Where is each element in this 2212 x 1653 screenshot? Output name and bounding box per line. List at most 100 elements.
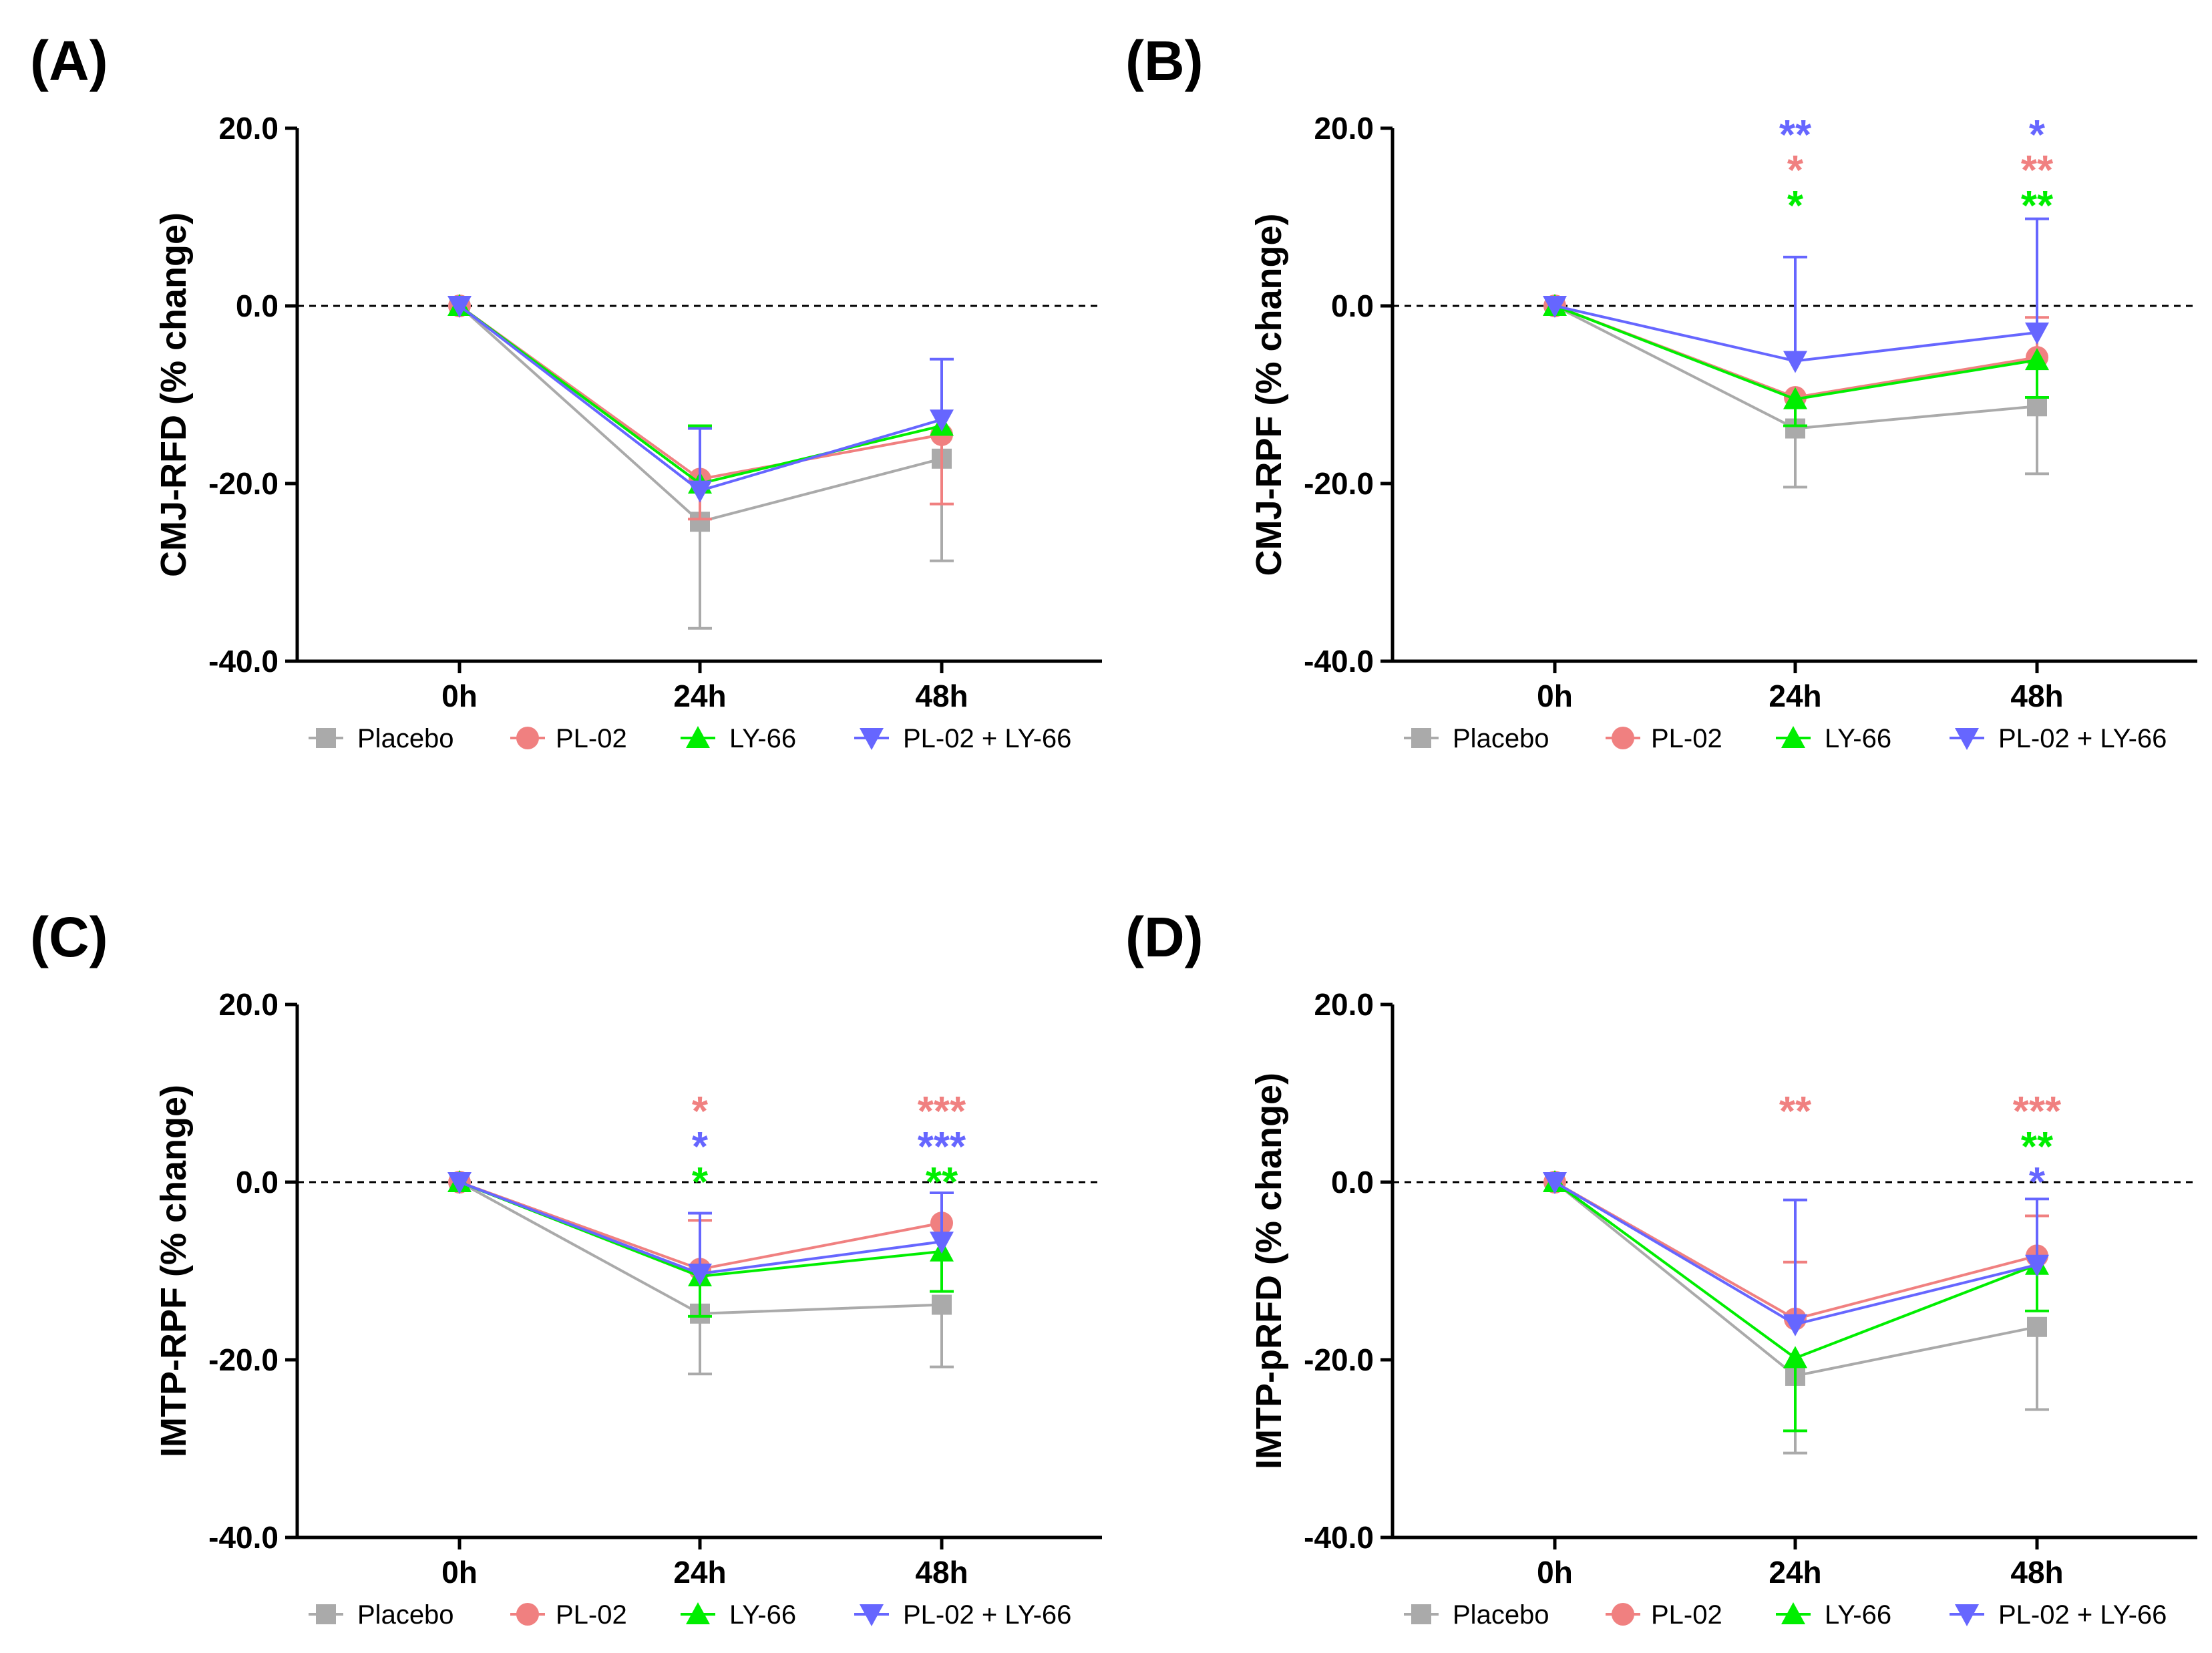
- data-point: [1783, 1346, 1807, 1368]
- legend-label: LY-66: [1825, 1600, 1891, 1630]
- legend-marker: [860, 1604, 884, 1626]
- series-pl-02-ly-66: [1543, 217, 2049, 373]
- y-tick-label: 0.0: [236, 289, 279, 323]
- legend-item: Placebo: [1404, 1600, 1549, 1630]
- legend-item: Placebo: [309, 724, 454, 753]
- significance-marker: ***: [918, 1089, 966, 1135]
- y-axis-label: IMTP-RPF (% change): [154, 1085, 194, 1457]
- y-tick-label: 20.0: [218, 111, 279, 146]
- x-tick-label: 24h: [673, 1555, 726, 1590]
- data-point: [930, 409, 954, 432]
- x-tick-label: 24h: [673, 679, 726, 713]
- legend-label: PL-02 + LY-66: [1998, 1600, 2167, 1630]
- legend-label: PL-02: [556, 724, 627, 753]
- significance-marker: *: [1787, 148, 1804, 194]
- legend-label: LY-66: [1825, 724, 1891, 753]
- legend-marker: [316, 1604, 336, 1624]
- legend-label: PL-02: [556, 1600, 627, 1630]
- legend-item: PL-02: [1606, 1600, 1722, 1630]
- legend-item: PL-02 + LY-66: [854, 724, 1071, 753]
- y-tick-label: -40.0: [208, 1520, 279, 1555]
- y-tick-label: -40.0: [208, 644, 279, 679]
- legend-label: Placebo: [357, 1600, 454, 1630]
- y-axis-label: IMTP-pRFD (% change): [1249, 1073, 1289, 1469]
- legend-item: LY-66: [681, 724, 796, 753]
- significance-marker: *: [1787, 183, 1804, 229]
- y-axis-label: CMJ-RFD (% change): [154, 212, 194, 577]
- legend-marker: [516, 727, 539, 749]
- legend-marker: [1411, 728, 1431, 748]
- legend-item: Placebo: [1404, 724, 1549, 753]
- significance-marker: **: [2021, 1124, 2054, 1170]
- legend-label: PL-02: [1651, 1600, 1722, 1630]
- legend-item: PL-02: [510, 1600, 627, 1630]
- legend-label: Placebo: [357, 724, 454, 753]
- significance-marker: *: [692, 1124, 709, 1170]
- x-tick-label: 0h: [1537, 679, 1573, 713]
- chart-panel-1: (A) 20.0 0.0 -20.0 -40.0 0h 24h 48h CMJ-RFD (% c…: [30, 29, 1102, 753]
- series-pl-02-ly-66: [447, 1172, 954, 1286]
- legend-item: LY-66: [681, 1600, 796, 1630]
- legend-item: PL-02: [510, 724, 627, 753]
- legend-item: LY-66: [1776, 1600, 1891, 1630]
- significance-marker: *: [2029, 1159, 2046, 1206]
- legend-item: PL-02: [1606, 724, 1722, 753]
- legend-label: Placebo: [1453, 724, 1549, 753]
- legend-label: PL-02 + LY-66: [903, 724, 1071, 753]
- x-tick-label: 48h: [2010, 679, 2063, 713]
- legend-marker: [1781, 1602, 1805, 1624]
- legend-marker: [1781, 726, 1805, 748]
- data-point: [1783, 1314, 1807, 1336]
- legend-item: PL-02 + LY-66: [1950, 1600, 2167, 1630]
- legend-label: LY-66: [729, 1600, 796, 1630]
- panel-label: (A): [30, 29, 108, 92]
- panel-label: (B): [1125, 29, 1204, 92]
- x-tick-label: 48h: [915, 679, 968, 713]
- legend-marker: [1612, 727, 1634, 749]
- significance-marker: **: [1779, 112, 1812, 158]
- legend-item: PL-02 + LY-66: [854, 1600, 1071, 1630]
- significance-marker: *: [692, 1089, 709, 1135]
- y-tick-label: -20.0: [1304, 1342, 1374, 1377]
- x-tick-label: 0h: [1537, 1555, 1573, 1590]
- data-point: [1783, 351, 1807, 373]
- data-point: [2025, 322, 2049, 345]
- data-point: [447, 1172, 472, 1194]
- x-tick-label: 48h: [2010, 1555, 2063, 1590]
- legend-item: PL-02 + LY-66: [1950, 724, 2167, 753]
- y-tick-label: 20.0: [1314, 987, 1374, 1022]
- significance-marker: ***: [2013, 1089, 2062, 1135]
- data-point: [2027, 1316, 2047, 1337]
- chart-panel-2: (B) 20.0 0.0 -20.0 -40.0 0h 24h 48h CMJ-RPF (% c…: [1125, 29, 2197, 753]
- y-tick-label: 20.0: [1314, 111, 1374, 146]
- legend-marker: [686, 726, 710, 748]
- significance-marker: *: [692, 1159, 709, 1206]
- y-tick-label: 0.0: [236, 1165, 279, 1200]
- significance-marker: **: [1779, 1089, 1812, 1135]
- y-tick-label: -40.0: [1304, 644, 1374, 679]
- significance-marker: **: [2021, 183, 2054, 229]
- legend-label: PL-02 + LY-66: [1998, 724, 2167, 753]
- data-point: [1783, 387, 1807, 409]
- data-point: [932, 1294, 952, 1315]
- legend-marker: [516, 1603, 539, 1626]
- legend-marker: [1955, 1604, 1979, 1626]
- legend-marker: [686, 1602, 710, 1624]
- data-point: [447, 296, 472, 318]
- data-point: [1543, 1172, 1567, 1194]
- data-point: [1543, 296, 1567, 318]
- legend-label: Placebo: [1453, 1600, 1549, 1630]
- data-point: [2027, 396, 2047, 417]
- y-tick-label: -20.0: [1304, 466, 1374, 501]
- series-pl-02-ly-66: [447, 296, 954, 503]
- legend-marker: [860, 728, 884, 750]
- legend-marker: [316, 728, 336, 748]
- y-tick-label: -20.0: [208, 1342, 279, 1377]
- legend-marker: [1955, 728, 1979, 750]
- legend-item: Placebo: [309, 1600, 454, 1630]
- series-placebo: [449, 296, 954, 630]
- legend-label: LY-66: [729, 724, 796, 753]
- y-tick-label: -40.0: [1304, 1520, 1374, 1555]
- significance-marker: ***: [918, 1124, 966, 1170]
